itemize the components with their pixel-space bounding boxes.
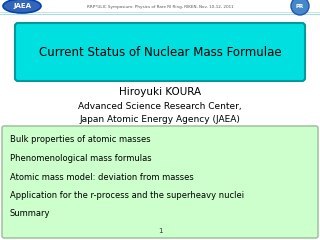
Text: Advanced Science Research Center,: Advanced Science Research Center,	[78, 102, 242, 112]
Text: Phenomenological mass formulas: Phenomenological mass formulas	[10, 154, 152, 163]
Text: Bulk properties of atomic masses: Bulk properties of atomic masses	[10, 136, 151, 144]
Text: Summary: Summary	[10, 210, 51, 218]
Text: Atomic mass model: deviation from masses: Atomic mass model: deviation from masses	[10, 173, 194, 181]
Text: Hiroyuki KOURA: Hiroyuki KOURA	[119, 87, 201, 97]
Text: PR: PR	[296, 4, 304, 8]
Ellipse shape	[3, 0, 41, 13]
Text: Japan Atomic Energy Agency (JAEA): Japan Atomic Energy Agency (JAEA)	[80, 114, 240, 124]
FancyBboxPatch shape	[15, 23, 305, 81]
Text: 1: 1	[158, 228, 162, 234]
Text: Current Status of Nuclear Mass Formulae: Current Status of Nuclear Mass Formulae	[39, 46, 281, 59]
Text: JAEA: JAEA	[13, 3, 31, 9]
Text: RRP*ULIC Symposium: Physics of Rare RI Ring, RIKEN, Nov. 10-12, 2011: RRP*ULIC Symposium: Physics of Rare RI R…	[87, 5, 233, 9]
Text: Application for the r-process and the superheavy nuclei: Application for the r-process and the su…	[10, 191, 244, 200]
FancyBboxPatch shape	[2, 126, 318, 238]
Circle shape	[291, 0, 309, 15]
